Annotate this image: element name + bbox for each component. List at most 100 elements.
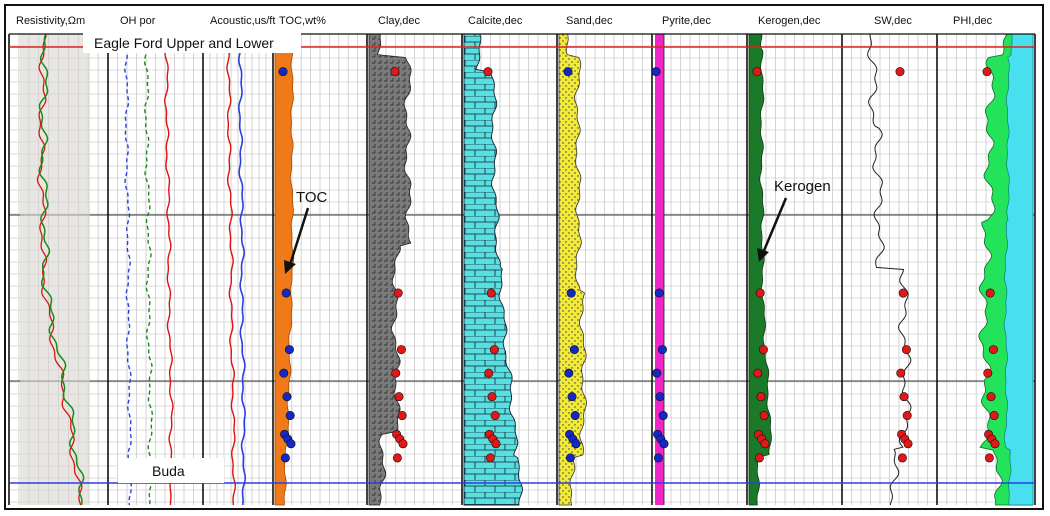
core-sample-point [658,411,668,421]
core-sample-point [651,67,661,77]
core-sample-point [654,288,664,298]
track-header-1: Resistivity,Ωm [16,15,85,27]
track-header-6: Calcite,dec [468,15,523,27]
resistivity-curve-green [38,33,85,506]
track-header-9: Kerogen,dec [758,15,821,27]
pyrite-fill [655,34,664,505]
track-2-grid [108,34,203,505]
track-header-2: OH por [120,15,156,27]
core-sample-point [396,345,406,355]
core-sample-point [486,288,496,298]
core-sample-point [563,67,573,77]
core-sample-point [566,288,576,298]
core-sample-point [755,288,765,298]
kerogen-annotation: Kerogen [774,178,831,195]
eagle-ford-label-box [83,31,301,53]
core-sample-point [278,67,288,77]
core-sample-point [653,453,663,463]
ohpor-curve-green [143,33,154,506]
core-sample-point [393,288,403,298]
core-sample-point [753,368,763,378]
core-sample-point [564,368,574,378]
track-4-grid [273,34,367,505]
core-sample-point [284,345,294,355]
track-8-grid [652,34,747,505]
core-sample-point [652,368,662,378]
core-sample-point [390,67,400,77]
core-sample-points [278,67,1000,463]
core-sample-point [895,67,905,77]
buda-label-box [118,458,224,483]
core-sample-point [489,345,499,355]
core-sample-point [286,439,296,449]
track-10-grid [842,34,937,505]
phi-fill-2 [1003,33,1034,506]
core-sample-point [986,392,996,402]
core-sample-point [982,67,992,77]
core-sample-point [565,453,575,463]
sw-curve [867,33,912,506]
track-3-grid [203,34,273,505]
formation-base-label: Buda [152,463,185,479]
log-tracks [8,33,1036,506]
core-sample-point [758,345,768,355]
track-header-5: Clay,dec [378,15,420,27]
core-sample-point [901,345,911,355]
ohpor-curve-blue [124,33,133,506]
core-sample-point [760,439,770,449]
track-9-grid [747,34,842,505]
core-sample-point [569,345,579,355]
kerogen-arrow-head [757,248,769,262]
track-header-7: Sand,dec [566,15,613,27]
toc-annotation: TOC [296,189,328,206]
core-sample-point [756,392,766,402]
core-sample-point [392,453,402,463]
acoustic-curve-blue [237,33,247,506]
core-sample-point [394,392,404,402]
acoustic-curve-red [226,34,237,506]
core-sample-point [754,453,764,463]
core-sample-point [990,439,1000,449]
core-sample-point [285,411,295,421]
core-sample-point [657,345,667,355]
core-sample-point [491,439,501,449]
track-header-3: Acoustic,us/ft [210,15,275,27]
core-sample-point [899,392,909,402]
core-sample-point [898,288,908,298]
core-sample-point [902,411,912,421]
core-sample-point [279,368,289,378]
formation-top-label: Eagle Ford Upper and Lower [94,35,274,51]
calcite-fill [463,33,523,506]
core-sample-point [487,392,497,402]
core-sample-point [752,67,762,77]
track-headers: Resistivity,Ωm OH por Acoustic,us/ft TOC,wt… [16,15,993,27]
core-sample-point [989,411,999,421]
track-header-8: Pyrite,dec [662,15,711,27]
core-sample-point [571,439,581,449]
ohpor-curve-red [163,33,174,505]
core-sample-point [280,453,290,463]
core-sample-point [659,439,669,449]
resistivity-shade [20,34,90,505]
core-sample-point [567,392,577,402]
sand-fill [558,33,588,506]
core-sample-point [903,439,913,449]
toc-arrow [288,207,310,266]
core-sample-point [484,368,494,378]
track-header-11: PHI,dec [953,15,993,27]
core-sample-point [397,411,407,421]
core-sample-point [282,392,292,402]
core-sample-point [985,288,995,298]
kerogen-arrow [761,197,788,254]
kerogen-fill [748,33,772,506]
core-sample-point [759,411,769,421]
core-sample-point [485,453,495,463]
core-sample-point [896,368,906,378]
panel-border [4,4,1044,510]
core-sample-point [897,453,907,463]
core-sample-point [570,411,580,421]
core-sample-point [398,439,408,449]
core-sample-point [483,67,493,77]
